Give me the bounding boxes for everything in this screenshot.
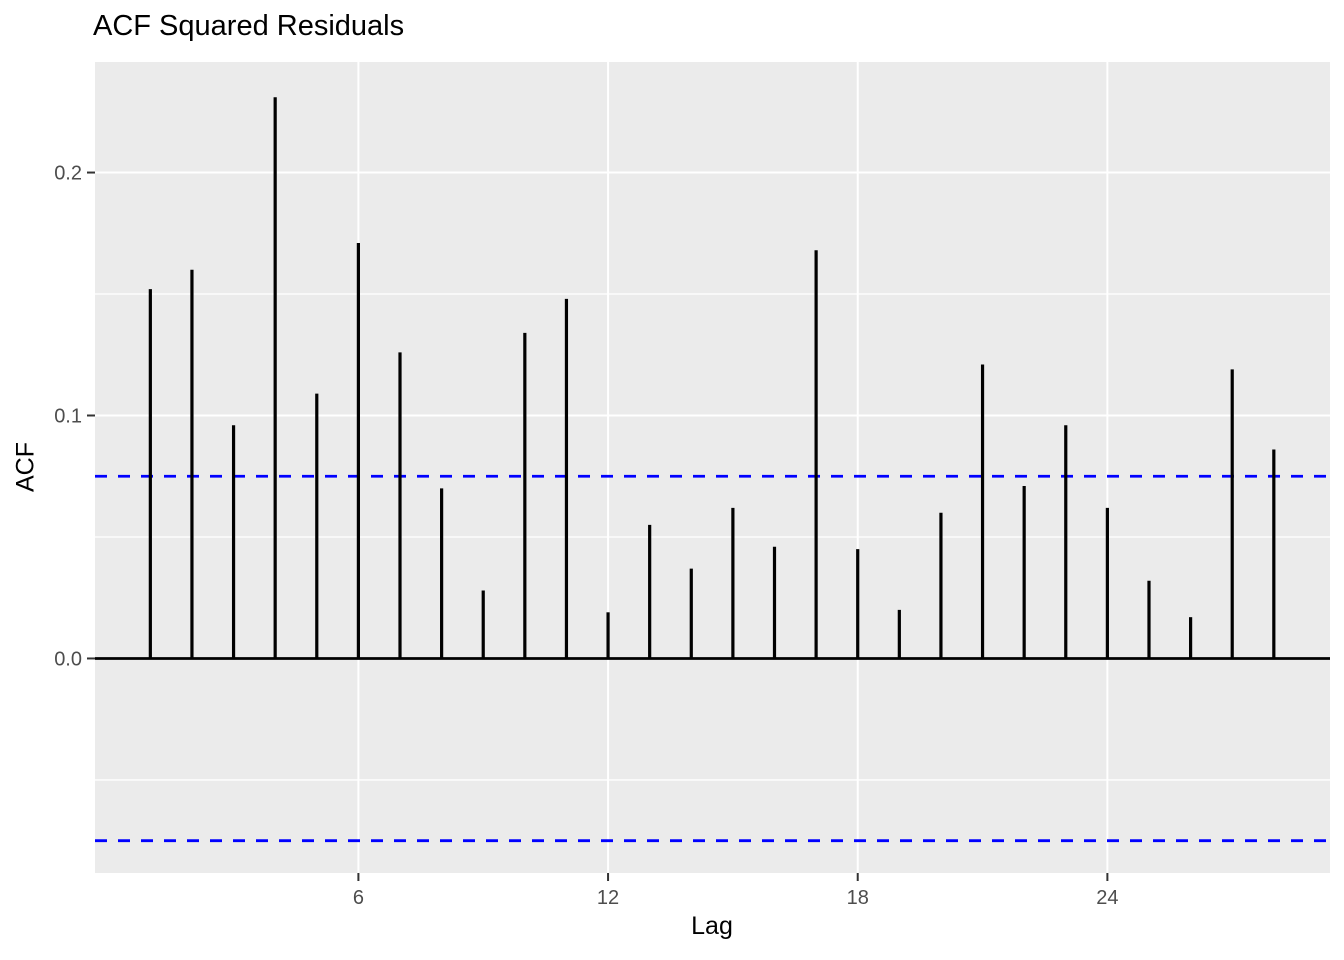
y-tick-label-0.2: 0.2 [54,163,82,185]
x-tick-label-12: 12 [597,887,619,909]
panel-background [95,62,1330,873]
y-tick-label-0: 0.0 [54,648,82,670]
chart-title: ACF Squared Residuals [93,10,405,42]
y-tick-label-0.1: 0.1 [54,406,82,428]
x-tick-label-6: 6 [353,887,364,909]
y-axis-title: ACF [11,442,40,492]
x-axis-title: Lag [691,912,733,940]
x-tick-label-18: 18 [847,887,869,909]
x-tick-label-24: 24 [1096,887,1118,909]
